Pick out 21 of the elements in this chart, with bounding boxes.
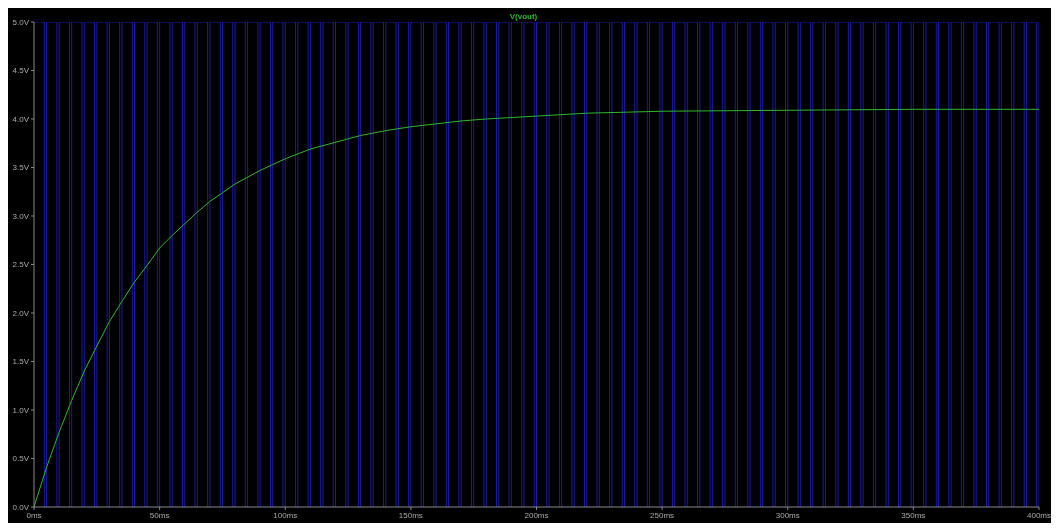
y-tick-label: 1.5V: [12, 357, 30, 367]
x-tick-label: 400ms: [1026, 510, 1052, 520]
y-tick-label: 2.5V: [12, 260, 30, 270]
x-tick-label: 150ms: [398, 510, 423, 520]
x-tick-label: 250ms: [650, 510, 675, 520]
text: V(vout): [509, 12, 538, 22]
x-tick-label: 350ms: [901, 510, 926, 520]
x-tick-label: 300ms: [775, 510, 800, 520]
y-tick-label: 3.0V: [12, 211, 30, 221]
y-tick-label: 3.5V: [12, 163, 30, 173]
x-tick-label: 50ms: [149, 510, 170, 520]
y-tick-label: 0.0V: [12, 502, 30, 512]
y-tick-label: 4.0V: [12, 114, 30, 124]
x-tick-label: 200ms: [524, 510, 549, 520]
y-tick-label: 1.0V: [12, 405, 30, 415]
y-tick-label: 5.0V: [12, 17, 30, 27]
y-tick-label: 4.5V: [12, 66, 30, 76]
x-tick-label: 0ms: [26, 510, 42, 520]
y-tick-label: 0.5V: [12, 454, 30, 464]
x-tick-label: 100ms: [273, 510, 298, 520]
y-tick-label: 2.0V: [12, 308, 30, 318]
